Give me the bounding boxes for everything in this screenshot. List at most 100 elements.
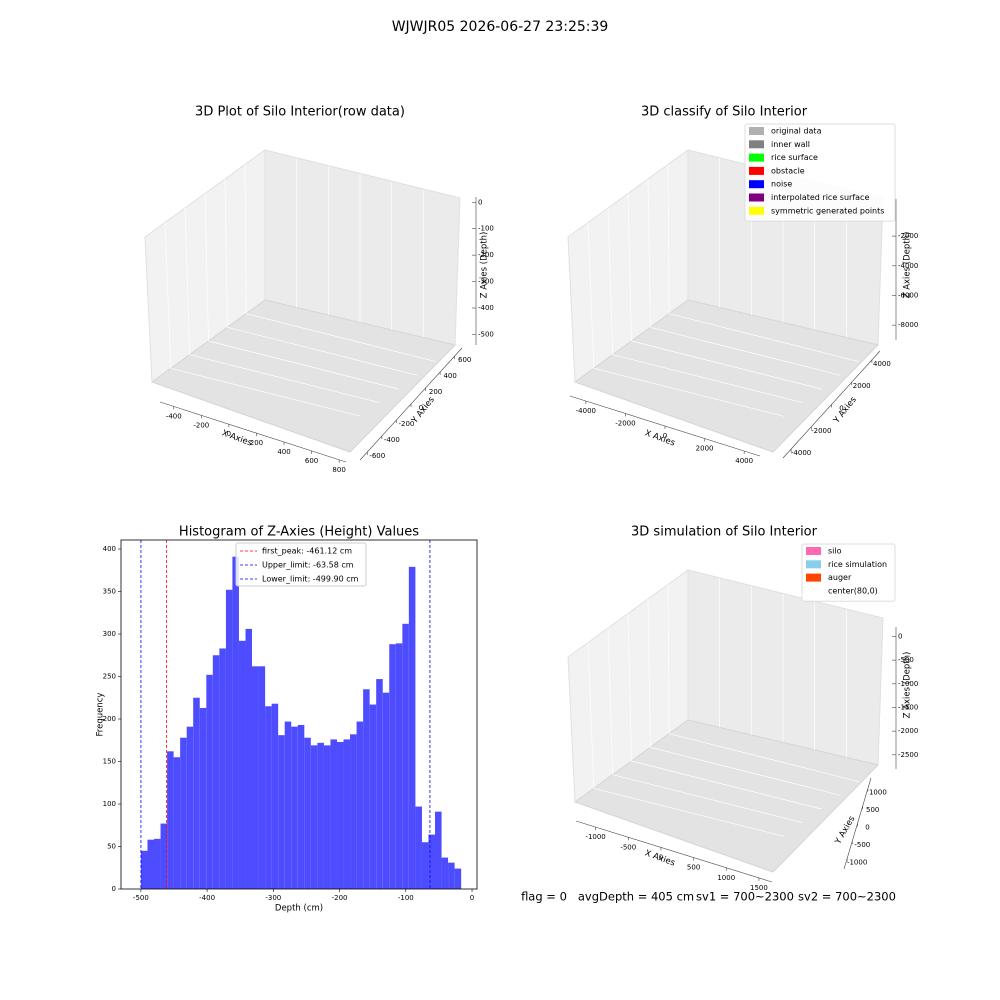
pane-grid: [667, 584, 670, 734]
pane-grid: [607, 207, 614, 355]
y-tick-label: -1000: [847, 859, 867, 867]
axis-label: Z Axies (Depth): [903, 652, 913, 719]
bar: [180, 737, 187, 889]
x-tick-label: 0: [470, 894, 474, 902]
x-axis-label: Depth (cm): [275, 904, 323, 914]
pane-grid: [612, 774, 803, 824]
pane-grid: [612, 354, 803, 404]
figure-title: WJWJR05 2026-06-27 23:25:39: [392, 19, 609, 35]
z-tick-label: -400: [478, 304, 494, 312]
legend-patch: [749, 180, 764, 189]
bar: [153, 838, 161, 889]
z-tick-label: -2000: [898, 727, 918, 735]
legend-label: rice surface: [771, 153, 818, 162]
pane-grid: [607, 627, 614, 775]
bar: [219, 648, 226, 889]
y-tick-label: 0: [112, 885, 116, 893]
legend-patch: [806, 586, 821, 595]
bar: [448, 862, 455, 889]
x-tick-label: 0: [227, 430, 231, 438]
legend-label: Lower_limit: -499.90 cm: [262, 575, 359, 584]
footer-text: sv1 = 700~2300: [696, 890, 794, 904]
bar: [415, 806, 422, 889]
y-tick-label: 1000: [869, 789, 887, 797]
z-tick-label: -8000: [898, 321, 918, 329]
pane-grid: [631, 760, 822, 810]
legend-patch: [806, 547, 821, 555]
legend-label: rice simulation: [828, 560, 887, 569]
axis-label: Z Axies (Depth): [480, 232, 490, 299]
z-tick-label: -500: [898, 656, 914, 664]
y-tick-label: 400: [443, 372, 456, 380]
footer-text: sv2 = 700~2300: [798, 890, 896, 904]
panel-title: 3D simulation of Silo Interior: [631, 525, 818, 540]
pane-grid: [627, 193, 632, 342]
legend-label: obstacle: [771, 166, 805, 175]
bar: [363, 689, 370, 889]
pane-grid: [647, 598, 651, 748]
z-tick-label: -1000: [898, 680, 918, 688]
legend-label: interpolated rice surface: [771, 193, 869, 202]
pane-grid: [227, 326, 418, 376]
y-tick-label: 100: [103, 800, 116, 808]
bar: [330, 739, 337, 889]
pane-grid: [170, 367, 361, 417]
bar: [428, 834, 436, 889]
legend-label: auger: [828, 573, 852, 582]
bar: [323, 745, 331, 889]
x-tick-label: -2000: [615, 420, 635, 428]
y-tick-label: 2000: [853, 382, 871, 390]
bar: [350, 734, 357, 889]
z-tick-label: -4000: [898, 262, 918, 270]
bar: [186, 726, 194, 889]
y-tick-label: 350: [103, 588, 116, 596]
pane-grid: [593, 787, 784, 837]
y-tick-label: 600: [458, 356, 471, 364]
plot-frame: [120, 539, 478, 890]
bar: [441, 857, 449, 889]
legend-patch: [749, 127, 764, 135]
y-tick-label: -400: [384, 436, 400, 444]
z-tick-label: -2500: [898, 751, 918, 759]
x-tick-label: -400: [166, 412, 182, 420]
bar: [199, 707, 207, 889]
bar: [258, 666, 266, 889]
bar: [225, 589, 233, 889]
panel-title: 3D Plot of Silo Interior(row data): [195, 105, 405, 120]
pane-grid: [667, 164, 670, 314]
legend-label: first_peak: -461.12 cm: [262, 547, 352, 556]
legend-patch: [806, 573, 821, 582]
bar: [245, 628, 253, 889]
x-tick-label: -100: [398, 894, 414, 902]
pane-grid: [164, 222, 172, 369]
bar: [140, 850, 148, 889]
bar: [291, 726, 298, 889]
x-tick-label: 600: [305, 457, 318, 465]
legend-label: original data: [771, 127, 822, 136]
legend-box: [235, 542, 367, 587]
bar: [304, 737, 311, 889]
pane-grid: [204, 193, 209, 342]
y-tick-label: 0: [865, 824, 869, 832]
x-tick-label: -500: [133, 894, 149, 902]
y-tick-label: 500: [866, 806, 879, 814]
bar: [284, 721, 292, 889]
x-tick-label: -300: [265, 894, 281, 902]
z-tick-label: 0: [898, 632, 902, 640]
legend-label: symmetric generated points: [771, 206, 884, 215]
x-tick-label: 1500: [750, 884, 768, 892]
bar: [232, 556, 239, 889]
y-tick-label: -4000: [791, 449, 811, 457]
z-tick-label: -200: [478, 251, 494, 259]
x-tick-label: 0: [659, 853, 663, 861]
legend-box: [801, 543, 896, 602]
bar: [336, 741, 344, 889]
bar: [212, 655, 220, 889]
bar: [369, 704, 377, 889]
bar: [147, 839, 154, 889]
legend-patch: [749, 153, 764, 162]
z-tick-label: -2000: [898, 232, 918, 240]
y-tick-label: 300: [103, 630, 116, 638]
legend-patch: [806, 560, 821, 569]
bar: [402, 623, 409, 889]
